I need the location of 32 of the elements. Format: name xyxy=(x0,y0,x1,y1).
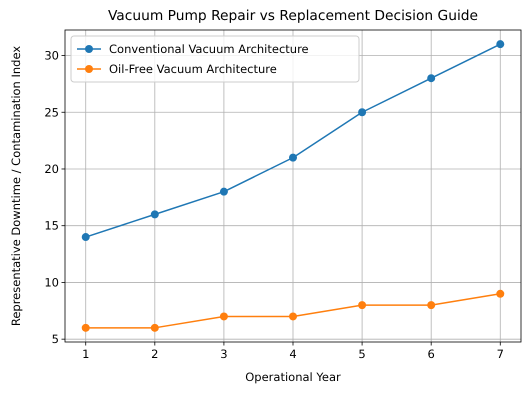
x-tick-label: 6 xyxy=(428,347,435,361)
point xyxy=(289,154,297,162)
point xyxy=(220,188,228,196)
point xyxy=(150,324,159,332)
legend-label: Conventional Vacuum Architecture xyxy=(109,42,309,56)
point xyxy=(496,40,504,48)
point xyxy=(427,74,436,82)
point xyxy=(289,312,297,320)
x-tick-label: 1 xyxy=(82,347,90,361)
point xyxy=(82,324,90,332)
x-tick-label: 7 xyxy=(496,347,504,361)
x-tick-label: 5 xyxy=(358,347,366,361)
y-tick-label: 15 xyxy=(44,218,59,233)
y-tick-label: 25 xyxy=(44,105,59,120)
y-tick-label: 30 xyxy=(44,48,59,63)
y-axis-title: Representative Downtime / Contamination Index xyxy=(9,46,23,326)
point xyxy=(358,108,366,116)
point xyxy=(358,301,366,310)
y-tick-label: 10 xyxy=(44,275,59,290)
chart-title: Vacuum Pump Repair vs Replacement Decision Guide xyxy=(108,8,478,24)
y-tick-label: 5 xyxy=(52,332,59,346)
x-axis-title: Operational Year xyxy=(245,370,342,384)
x-tick-label: 2 xyxy=(151,347,158,361)
y-tick-label: 20 xyxy=(44,162,59,176)
point xyxy=(220,312,228,320)
legend-label: Oil-Free Vacuum Architecture xyxy=(109,62,277,76)
point xyxy=(427,301,436,310)
point xyxy=(82,233,90,242)
x-tick-label: 4 xyxy=(289,347,297,361)
point xyxy=(150,210,159,218)
x-tick-label: 3 xyxy=(220,347,228,361)
point xyxy=(496,290,504,298)
